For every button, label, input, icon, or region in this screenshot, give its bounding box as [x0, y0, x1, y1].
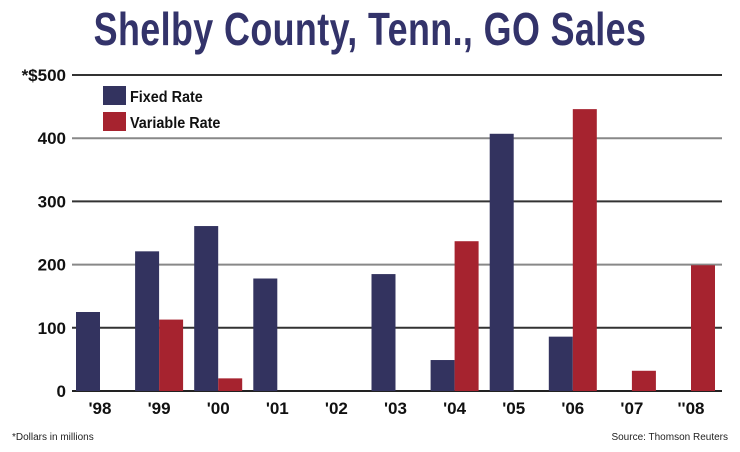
- legend-label: Variable Rate: [130, 114, 220, 132]
- x-tick-label: '98: [89, 399, 112, 418]
- bar-fixed: [253, 278, 278, 391]
- bar-variable: [454, 241, 479, 391]
- x-tick-label: '99: [148, 399, 171, 418]
- x-tick-label: '00: [207, 399, 230, 418]
- bar-fixed: [135, 251, 160, 391]
- bar-variable: [691, 265, 715, 391]
- bar-fixed: [76, 312, 100, 391]
- bar-variable: [631, 370, 656, 391]
- y-tick-label: 200: [38, 256, 66, 275]
- y-tick-label: 300: [38, 192, 66, 211]
- y-tick-label: 0: [57, 382, 66, 401]
- legend-label: Fixed Rate: [130, 88, 203, 106]
- footnote: *Dollars in millions: [12, 432, 94, 443]
- bar-variable: [159, 319, 184, 391]
- x-tick-label: '05: [502, 399, 525, 418]
- bar-fixed: [430, 360, 455, 391]
- legend-swatch: [103, 86, 126, 105]
- y-tick-label: 100: [38, 319, 66, 338]
- x-tick-label: '06: [561, 399, 584, 418]
- source-note: Source: Thomson Reuters: [611, 432, 728, 443]
- bar-fixed: [548, 336, 573, 391]
- x-tick-label: ''08: [678, 399, 705, 418]
- legend-swatch: [103, 112, 126, 131]
- bar-variable: [218, 378, 243, 391]
- y-tick-label: *$500: [22, 66, 66, 85]
- x-tick-label: '02: [325, 399, 348, 418]
- y-tick-label: 400: [38, 129, 66, 148]
- x-tick-label: '04: [443, 399, 466, 418]
- bar-variable: [572, 109, 597, 392]
- x-tick-label: '01: [266, 399, 289, 418]
- x-tick-label: '07: [620, 399, 643, 418]
- bar-fixed: [371, 274, 396, 391]
- x-tick-label: '03: [384, 399, 407, 418]
- bar-fixed: [489, 133, 514, 391]
- chart-title: Shelby County, Tenn., GO Sales: [93, 3, 647, 55]
- bar-fixed: [194, 226, 219, 391]
